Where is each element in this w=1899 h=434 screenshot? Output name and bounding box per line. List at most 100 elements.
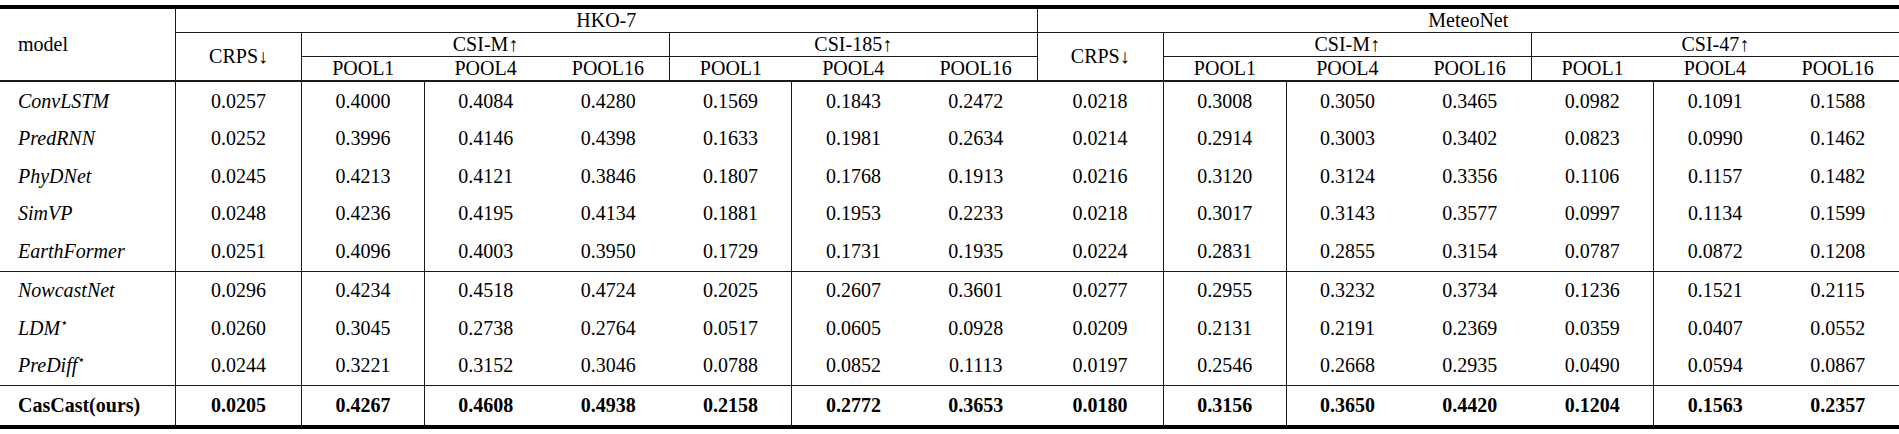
metric-value: 0.1935 xyxy=(915,233,1038,271)
metric-value: 0.1729 xyxy=(669,233,792,271)
metric-value: 0.0852 xyxy=(792,347,915,385)
header-row-datasets: model HKO-7 MeteoNet xyxy=(0,7,1899,33)
metric-value: 0.0244 xyxy=(175,347,301,385)
metric-value: 0.2115 xyxy=(1776,271,1899,309)
metric-value: 0.0214 xyxy=(1037,120,1163,158)
metric-value: 0.1521 xyxy=(1654,271,1777,309)
model-name: PhyDNet xyxy=(0,158,175,196)
metric-value: 0.4724 xyxy=(547,271,670,309)
metric-value: 0.0867 xyxy=(1776,347,1899,385)
table-row: CasCast(ours)0.02050.42670.46080.49380.2… xyxy=(0,385,1899,427)
metric-value: 0.1236 xyxy=(1531,271,1654,309)
metric-value: 0.1588 xyxy=(1776,81,1899,120)
model-name: CasCast(ours) xyxy=(0,385,175,427)
metric-value: 0.0257 xyxy=(175,81,301,120)
metric-value: 0.3950 xyxy=(547,233,670,271)
column-header-pool1: POOL1 xyxy=(1163,57,1286,82)
model-name-label: SimVP xyxy=(18,202,72,224)
metric-value: 0.2191 xyxy=(1286,309,1409,347)
model-name: EarthFormer xyxy=(0,233,175,271)
metric-value: 0.4146 xyxy=(424,120,547,158)
metric-value: 0.2357 xyxy=(1776,385,1899,427)
metric-value: 0.0205 xyxy=(175,385,301,427)
metric-value: 0.2935 xyxy=(1409,347,1532,385)
metric-value: 0.3050 xyxy=(1286,81,1409,120)
metric-value: 0.1091 xyxy=(1654,81,1777,120)
metric-value: 0.3120 xyxy=(1163,158,1286,196)
table-row: EarthFormer0.02510.40960.40030.39500.172… xyxy=(0,233,1899,271)
column-header-crps-hko7: CRPS↓ xyxy=(175,33,301,82)
metric-value: 0.0218 xyxy=(1037,195,1163,233)
metric-value: 0.1134 xyxy=(1654,195,1777,233)
metric-value: 0.2607 xyxy=(792,271,915,309)
column-header-csi-47-meteonet: CSI-47↑ xyxy=(1531,33,1899,57)
metric-value: 0.2955 xyxy=(1163,271,1286,309)
column-header-pool1: POOL1 xyxy=(302,57,425,82)
metric-value: 0.4236 xyxy=(302,195,425,233)
metric-value: 0.4134 xyxy=(547,195,670,233)
metric-value: 0.2668 xyxy=(1286,347,1409,385)
metric-value: 0.2914 xyxy=(1163,120,1286,158)
metric-value: 0.2369 xyxy=(1409,309,1532,347)
metric-value: 0.0260 xyxy=(175,309,301,347)
metric-value: 0.1462 xyxy=(1776,120,1899,158)
metric-value: 0.2772 xyxy=(792,385,915,427)
column-header-pool1: POOL1 xyxy=(669,57,792,82)
metric-value: 0.0823 xyxy=(1531,120,1654,158)
column-header-pool16: POOL16 xyxy=(915,57,1038,82)
metric-value: 0.0407 xyxy=(1654,309,1777,347)
metric-value: 0.0251 xyxy=(175,233,301,271)
model-name-label: CasCast(ours) xyxy=(18,394,140,416)
metric-value: 0.0296 xyxy=(175,271,301,309)
metric-value: 0.0490 xyxy=(1531,347,1654,385)
metric-value: 0.3356 xyxy=(1409,158,1532,196)
model-name: LDM⋆ xyxy=(0,309,175,347)
metric-value: 0.2738 xyxy=(424,309,547,347)
metric-value: 0.0982 xyxy=(1531,81,1654,120)
column-header-pool4: POOL4 xyxy=(1654,57,1777,82)
column-header-dataset-hko7: HKO-7 xyxy=(175,7,1037,33)
metric-value: 0.0180 xyxy=(1037,385,1163,427)
metric-value: 0.4398 xyxy=(547,120,670,158)
column-header-csi-185-hko7: CSI-185↑ xyxy=(669,33,1037,57)
metric-value: 0.0252 xyxy=(175,120,301,158)
metric-value: 0.0224 xyxy=(1037,233,1163,271)
column-header-pool4: POOL4 xyxy=(792,57,915,82)
metric-value: 0.4000 xyxy=(302,81,425,120)
metric-value: 0.0216 xyxy=(1037,158,1163,196)
metric-value: 0.4195 xyxy=(424,195,547,233)
metric-value: 0.3046 xyxy=(547,347,670,385)
metric-value: 0.2546 xyxy=(1163,347,1286,385)
metric-value: 0.1204 xyxy=(1531,385,1654,427)
metric-value: 0.1913 xyxy=(915,158,1038,196)
metric-value: 0.3124 xyxy=(1286,158,1409,196)
column-header-csi-m-meteonet: CSI-M↑ xyxy=(1163,33,1531,57)
metric-value: 0.0359 xyxy=(1531,309,1654,347)
model-name-label: LDM xyxy=(18,317,60,339)
metric-value: 0.1113 xyxy=(915,347,1038,385)
model-name: PredRNN xyxy=(0,120,175,158)
metric-value: 0.1482 xyxy=(1776,158,1899,196)
metric-value: 0.3402 xyxy=(1409,120,1532,158)
metric-value: 0.1953 xyxy=(792,195,915,233)
metric-value: 0.1633 xyxy=(669,120,792,158)
metric-value: 0.0594 xyxy=(1654,347,1777,385)
metric-value: 0.3734 xyxy=(1409,271,1532,309)
metric-value: 0.0245 xyxy=(175,158,301,196)
star-superscript: ⋆ xyxy=(60,315,68,330)
metric-value: 0.3653 xyxy=(915,385,1038,427)
metric-value: 0.3008 xyxy=(1163,81,1286,120)
metric-value: 0.0605 xyxy=(792,309,915,347)
metric-value: 0.3017 xyxy=(1163,195,1286,233)
table-header: model HKO-7 MeteoNet CRPS↓ CSI-M↑ CSI-18… xyxy=(0,7,1899,81)
metric-value: 0.0197 xyxy=(1037,347,1163,385)
metric-value: 0.2831 xyxy=(1163,233,1286,271)
metric-value: 0.3152 xyxy=(424,347,547,385)
column-header-pool4: POOL4 xyxy=(424,57,547,82)
model-name-label: EarthFormer xyxy=(18,240,125,262)
metric-value: 0.0788 xyxy=(669,347,792,385)
metric-value: 0.3003 xyxy=(1286,120,1409,158)
column-header-pool4: POOL4 xyxy=(1286,57,1409,82)
metric-value: 0.3601 xyxy=(915,271,1038,309)
metric-value: 0.1569 xyxy=(669,81,792,120)
